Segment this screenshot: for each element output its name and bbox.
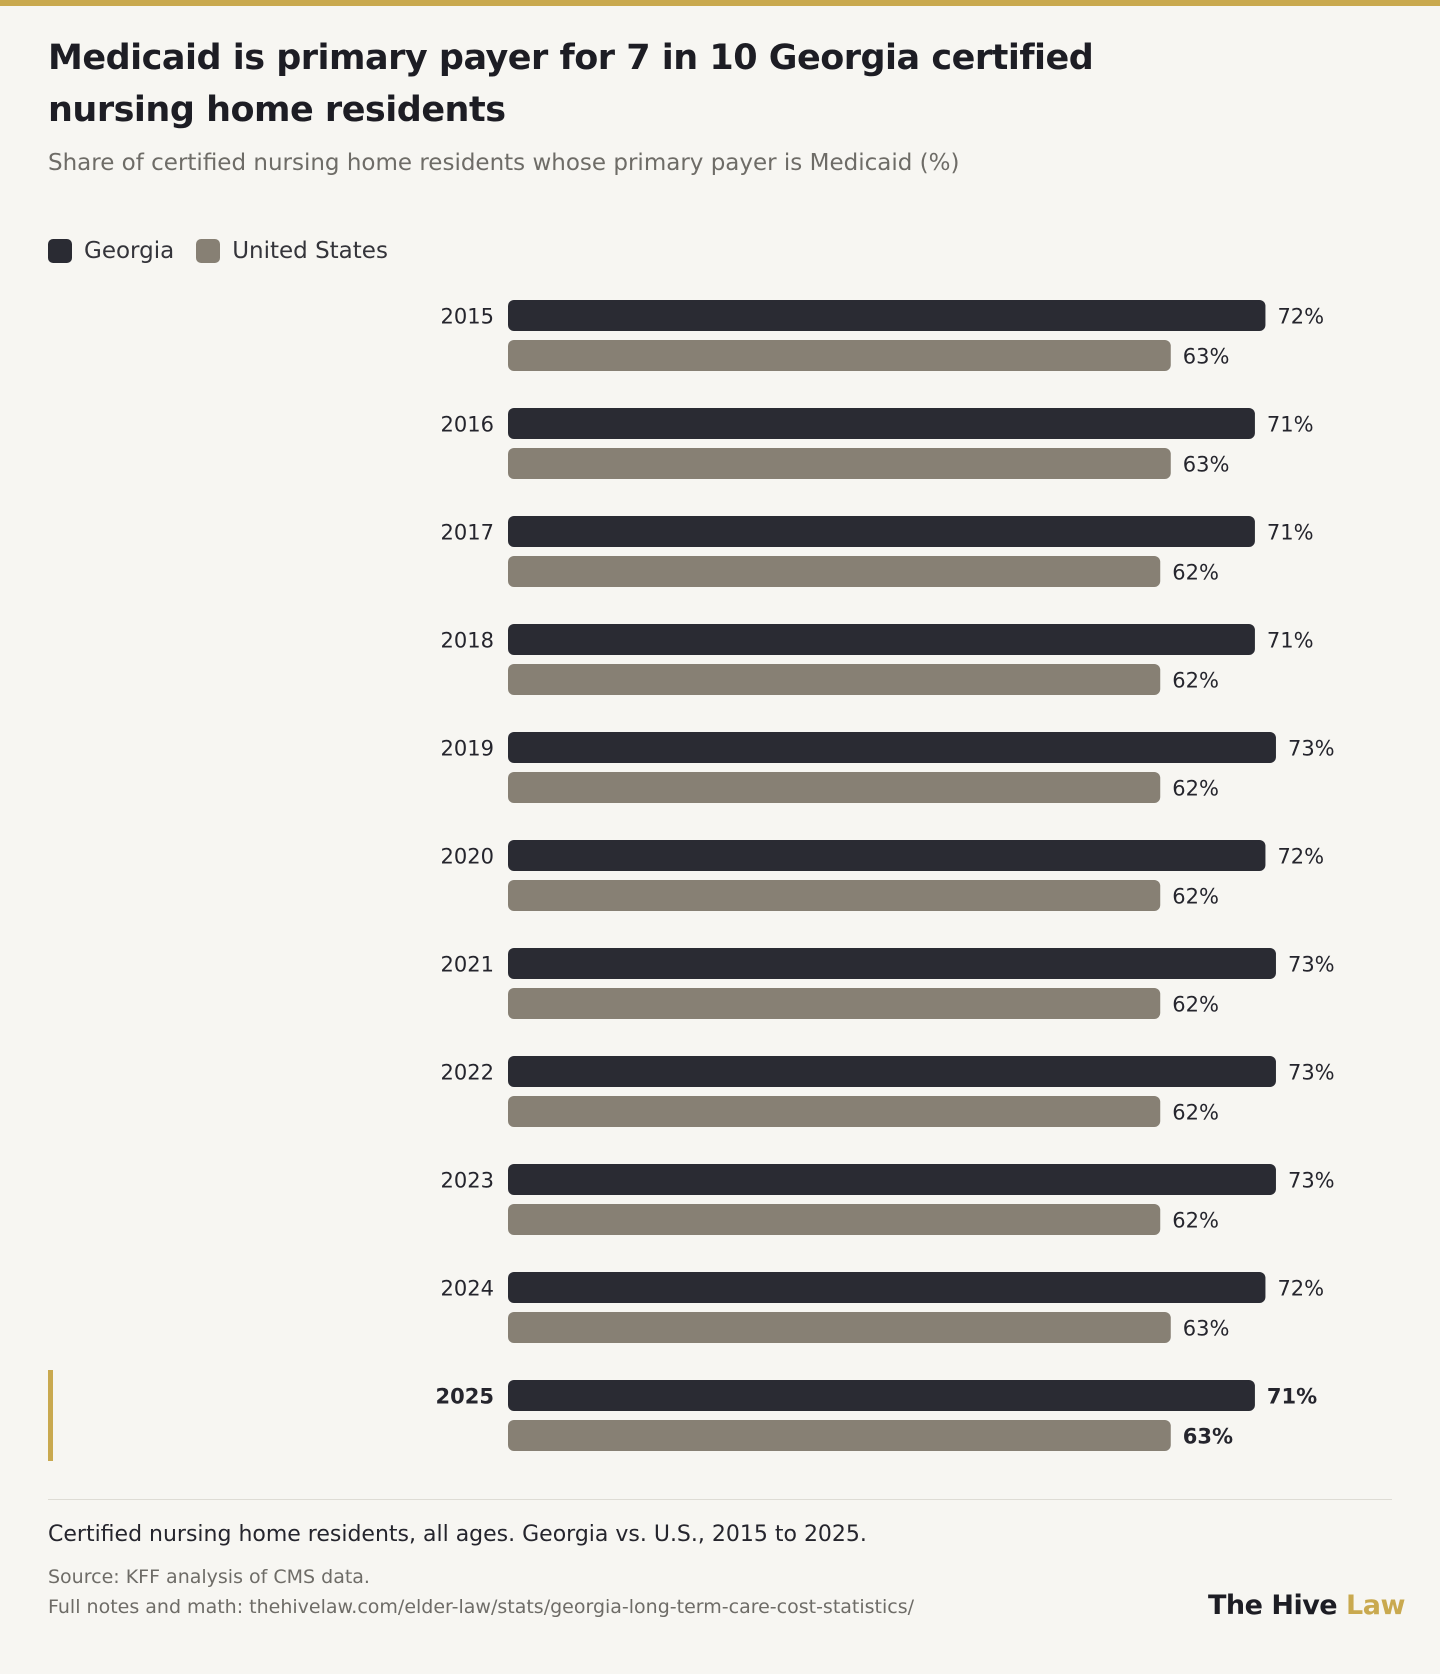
bar-georgia [508,1056,1276,1087]
data-label: 62% [1172,1101,1219,1125]
legend-swatch-georgia [48,239,72,263]
highlight-marker [48,1370,53,1461]
legend-label-united-states: United States [232,238,388,264]
bar-united-states [508,1204,1161,1235]
data-label: 73% [1288,1169,1335,1193]
bar-united-states [508,556,1161,587]
bar-united-states [508,772,1161,803]
footer-source: Source: KFF analysis of CMS data. Full n… [48,1562,914,1622]
legend-item-georgia: Georgia [48,238,174,264]
bar-georgia [508,300,1266,331]
data-label: 71% [1267,521,1314,545]
data-label: 73% [1288,1061,1335,1085]
data-label: 72% [1277,1277,1324,1301]
category-label: 2019 [441,737,494,761]
bar-georgia [508,1164,1276,1195]
data-label: 72% [1277,845,1324,869]
bar-georgia [508,732,1276,763]
legend-label-georgia: Georgia [84,238,175,264]
data-label: 73% [1288,737,1335,761]
legend-item-united-states: United States [196,238,388,264]
bar-georgia [508,516,1255,547]
bar-united-states [508,664,1161,695]
data-label: 71% [1267,1385,1317,1409]
category-label: 2017 [441,521,494,545]
category-label: 2022 [441,1061,494,1085]
category-label: 2015 [441,305,494,329]
bar-georgia [508,948,1276,979]
legend-swatch-united-states [196,239,221,263]
bar-georgia [508,1272,1266,1303]
data-label: 71% [1267,629,1314,653]
notes-link: Full notes and math: thehivelaw.com/elde… [48,1596,915,1618]
data-label: 63% [1183,345,1230,369]
data-label: 62% [1172,993,1219,1017]
brand-logo: The Hive Law [1208,1590,1405,1621]
chart-title: Medicaid is primary payer for 7 in 10 Ge… [48,38,1094,130]
data-label: 62% [1172,669,1219,693]
category-label: 2025 [436,1385,494,1409]
brand-main: The Hive [1208,1590,1338,1621]
legend: Georgia United States [48,238,410,264]
data-label: 63% [1183,1425,1233,1449]
category-label: 2018 [441,629,494,653]
bar-united-states [508,880,1161,911]
category-label: 2020 [441,845,494,869]
bar-georgia [508,840,1266,871]
category-label: 2016 [441,413,494,437]
bar-united-states [508,988,1161,1019]
bar-georgia [508,1380,1255,1411]
bar-united-states [508,340,1171,371]
bar-chart: 2015 72% 63% 2016 71% 63% 2017 71% 62% 2018 71% 62%… [48,300,1335,1461]
data-label: 73% [1288,953,1335,977]
bar-georgia [508,624,1255,655]
category-label: 2021 [441,953,494,977]
brand-accent: Law [1346,1590,1405,1621]
data-label: 63% [1183,453,1230,477]
source-line: Source: KFF analysis of CMS data. [48,1566,370,1588]
category-label: 2024 [441,1277,494,1301]
bar-united-states [508,448,1171,479]
footer-note: Certified nursing home residents, all ag… [48,1522,867,1547]
bar-united-states [508,1420,1171,1451]
chart-subtitle: Share of certified nursing home resident… [48,150,960,176]
footer-divider [48,1499,1392,1500]
data-label: 63% [1183,1317,1230,1341]
bar-united-states [508,1312,1171,1343]
data-label: 72% [1277,305,1324,329]
data-label: 62% [1172,561,1219,585]
top-accent-bar [0,0,1440,6]
data-label: 62% [1172,777,1219,801]
data-label: 62% [1172,1209,1219,1233]
category-label: 2023 [441,1169,494,1193]
data-label: 71% [1267,413,1314,437]
bar-united-states [508,1096,1161,1127]
bar-georgia [508,408,1255,439]
data-label: 62% [1172,885,1219,909]
